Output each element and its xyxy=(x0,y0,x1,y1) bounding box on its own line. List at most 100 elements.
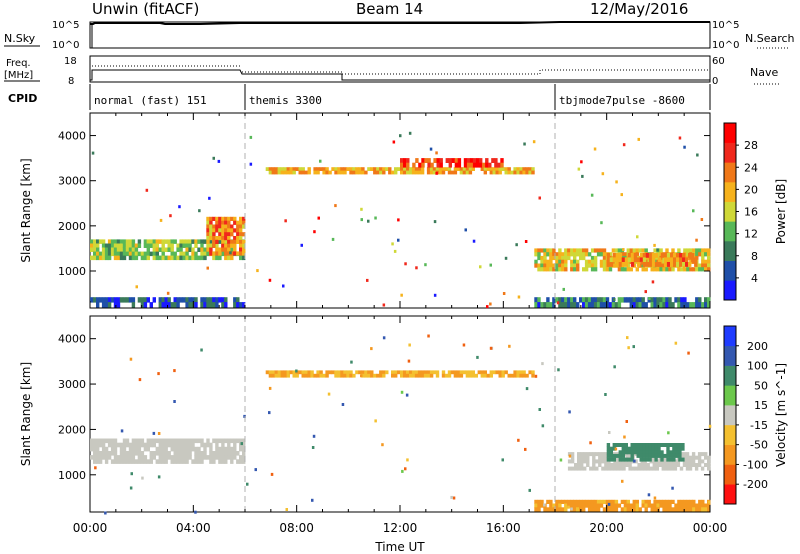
data-cell xyxy=(161,239,165,244)
data-cell xyxy=(119,459,124,464)
data-cell xyxy=(704,252,708,257)
data-cell xyxy=(701,507,705,512)
data-cell xyxy=(224,243,228,248)
data-cell xyxy=(283,370,287,375)
data-cell xyxy=(602,499,607,504)
data-cell xyxy=(404,262,407,266)
data-cell xyxy=(140,451,145,456)
data-cell xyxy=(113,247,118,252)
data-cell xyxy=(176,446,180,452)
data-cell xyxy=(676,252,680,258)
data-cell xyxy=(689,507,693,512)
data-cell xyxy=(447,370,452,375)
data-cell xyxy=(468,167,473,171)
data-cell xyxy=(360,374,363,378)
data-cell xyxy=(670,257,674,263)
data-cell xyxy=(143,297,148,303)
data-cell xyxy=(666,453,670,458)
data-cell xyxy=(590,259,595,264)
data-cell xyxy=(564,248,568,253)
data-cell xyxy=(459,170,464,175)
data-cell xyxy=(104,438,109,444)
data-cell xyxy=(564,252,568,257)
data-cell xyxy=(562,287,565,291)
data-cell xyxy=(602,302,607,308)
data-cell xyxy=(623,435,626,439)
data-cell xyxy=(707,259,711,264)
data-cell xyxy=(164,247,168,252)
data-cell xyxy=(134,438,139,444)
data-cell xyxy=(110,451,115,456)
data-cell xyxy=(155,255,159,261)
data-cell xyxy=(140,302,145,308)
data-cell xyxy=(479,162,483,168)
data-cell xyxy=(101,255,106,261)
data-cell xyxy=(642,457,646,462)
data-cell xyxy=(233,236,237,241)
data-cell xyxy=(331,370,335,375)
data-cell xyxy=(599,302,604,308)
data-cell xyxy=(224,224,228,229)
data-cell xyxy=(197,255,201,261)
data-cell xyxy=(604,452,608,457)
data-cell xyxy=(630,262,635,267)
data-cell xyxy=(635,252,639,257)
data-cell xyxy=(158,302,162,308)
data-cell xyxy=(152,297,156,303)
data-cell xyxy=(564,499,568,504)
data-cell xyxy=(462,170,467,175)
data-cell xyxy=(454,158,459,163)
data-cell xyxy=(576,248,580,253)
data-cell xyxy=(641,267,645,272)
data-cell xyxy=(611,248,616,253)
data-cell xyxy=(543,302,547,308)
data-cell xyxy=(93,247,97,252)
data-cell xyxy=(480,370,484,375)
data-cell xyxy=(159,218,163,222)
data-cell xyxy=(405,393,409,397)
data-cell xyxy=(651,262,656,267)
data-cell xyxy=(125,459,130,464)
data-cell xyxy=(590,297,595,303)
data-cell xyxy=(116,459,121,464)
data-cell xyxy=(157,432,161,435)
data-cell xyxy=(182,446,186,452)
data-cell xyxy=(424,158,428,163)
data-cell xyxy=(584,503,589,508)
data-cell xyxy=(221,224,225,229)
data-cell xyxy=(592,463,596,467)
data-cell xyxy=(645,443,649,447)
data-cell xyxy=(274,373,278,378)
data-cell xyxy=(587,263,592,268)
data-cell xyxy=(665,248,669,253)
data-cell xyxy=(119,446,124,452)
data-cell xyxy=(277,373,281,378)
data-cell xyxy=(579,255,583,261)
data-cell xyxy=(96,239,100,244)
data-cell xyxy=(221,446,225,452)
data-cell xyxy=(513,370,517,375)
data-cell xyxy=(624,446,628,451)
data-cell xyxy=(93,251,97,257)
plot-frame xyxy=(89,112,711,309)
data-cell xyxy=(665,499,669,504)
data-cells xyxy=(90,131,711,309)
data-cell xyxy=(534,259,538,264)
data-cell xyxy=(698,297,702,303)
data-cell xyxy=(239,239,243,244)
data-cell xyxy=(423,370,428,375)
data-cell xyxy=(614,447,618,451)
data-cell xyxy=(634,459,638,464)
data-cell xyxy=(592,459,596,464)
data-cell xyxy=(376,373,380,378)
data-cell xyxy=(525,373,529,378)
data-cell xyxy=(546,252,550,257)
data-cell xyxy=(161,247,165,252)
data-cell xyxy=(125,455,130,460)
data-cell xyxy=(209,220,213,225)
data-cell xyxy=(573,507,577,512)
data-cell xyxy=(116,455,121,460)
data-cell xyxy=(417,170,422,175)
data-cell xyxy=(209,442,213,448)
data-cell xyxy=(215,243,219,248)
